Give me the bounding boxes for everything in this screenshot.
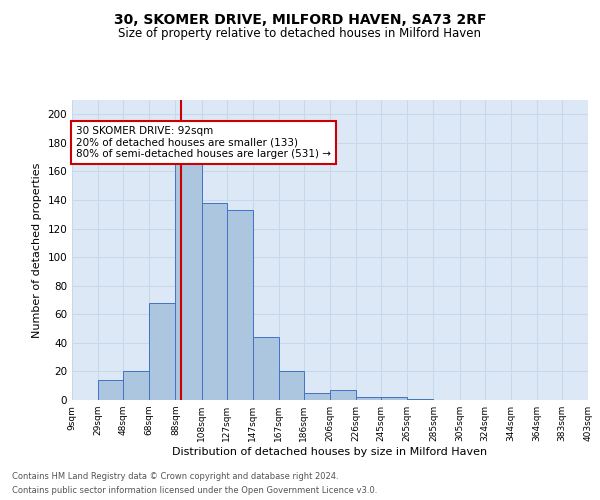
Bar [381,397,407,400]
Text: Contains HM Land Registry data © Crown copyright and database right 2024.: Contains HM Land Registry data © Crown c… [12,472,338,481]
X-axis label: Distribution of detached houses by size in Milford Haven: Distribution of detached houses by size … [172,447,488,457]
Text: Size of property relative to detached houses in Milford Haven: Size of property relative to detached ho… [119,28,482,40]
Bar [202,203,227,400]
Bar [330,390,356,400]
Bar [356,397,381,400]
Bar [279,372,304,400]
Bar [123,372,149,400]
Text: 30, SKOMER DRIVE, MILFORD HAVEN, SA73 2RF: 30, SKOMER DRIVE, MILFORD HAVEN, SA73 2R… [114,12,486,26]
Bar [407,398,433,400]
Y-axis label: Number of detached properties: Number of detached properties [32,162,42,338]
Bar [149,303,175,400]
Bar [253,337,279,400]
Bar [98,380,123,400]
Bar [304,393,330,400]
Text: 30 SKOMER DRIVE: 92sqm
20% of detached houses are smaller (133)
80% of semi-deta: 30 SKOMER DRIVE: 92sqm 20% of detached h… [76,126,331,159]
Bar [175,157,202,400]
Bar [227,210,253,400]
Text: Contains public sector information licensed under the Open Government Licence v3: Contains public sector information licen… [12,486,377,495]
